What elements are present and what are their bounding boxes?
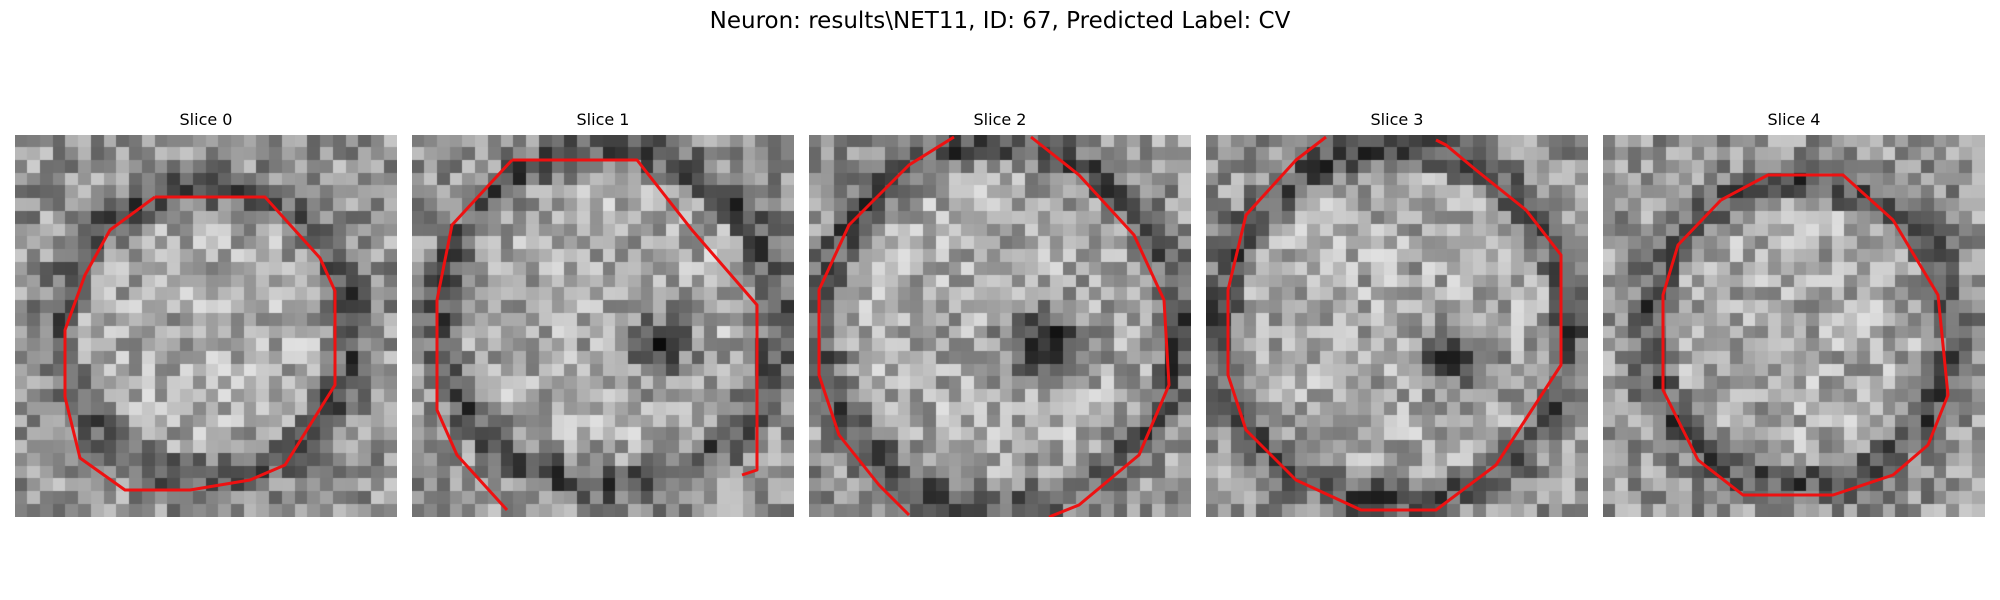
slice-image-3: [1206, 135, 1588, 517]
slice-panel-0: Slice 0: [15, 0, 397, 600]
slice-title-3: Slice 3: [1206, 110, 1588, 129]
slice-title-0: Slice 0: [15, 110, 397, 129]
slice-title-1: Slice 1: [412, 110, 794, 129]
slice-panel-3: Slice 3: [1206, 0, 1588, 600]
slice-image-4: [1603, 135, 1985, 517]
slice-image-2: [809, 135, 1191, 517]
slice-panel-4: Slice 4: [1603, 0, 1985, 600]
slice-panel-1: Slice 1: [412, 0, 794, 600]
slice-title-4: Slice 4: [1603, 110, 1985, 129]
slice-image-0: [15, 135, 397, 517]
slice-panel-2: Slice 2: [809, 0, 1191, 600]
slice-image-1: [412, 135, 794, 517]
slice-title-2: Slice 2: [809, 110, 1191, 129]
